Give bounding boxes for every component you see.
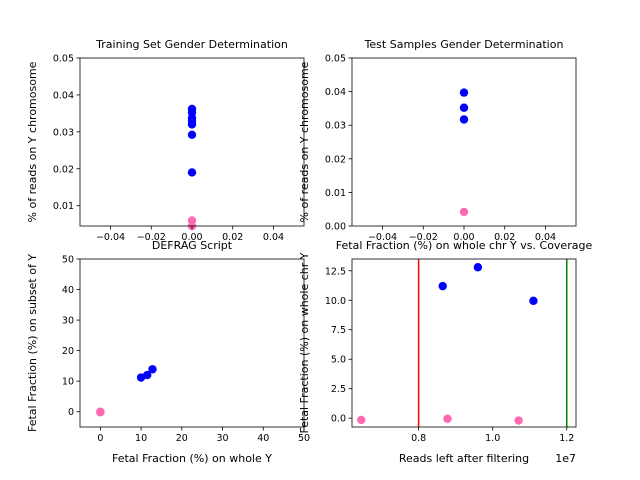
fetal-fraction-coverage-plot: 0.8 1.0 1.2 0.0 2.5 5.0 7.5 10.0 12.5 Fetal Fract… <box>298 239 592 465</box>
x-tick-label: −0.02 <box>409 232 438 243</box>
chart-title: Fetal Fraction (%) on whole chr Y vs. Co… <box>336 239 593 252</box>
y-tick-label: 30 <box>62 316 74 327</box>
x-tick-label: 0.02 <box>222 232 243 243</box>
x-tick-label: 0.04 <box>535 232 556 243</box>
data-point <box>148 365 157 374</box>
y-tick-label: 0.03 <box>53 127 74 138</box>
data-point <box>529 296 538 306</box>
axes-frame <box>79 57 305 227</box>
y-tick-label: 10.0 <box>325 296 346 307</box>
axes-frame <box>351 57 577 227</box>
y-tick-label: 12.5 <box>325 266 346 277</box>
axes-frame <box>351 258 577 428</box>
y-tick-label: 10 <box>62 377 74 388</box>
y-tick-label: 0.05 <box>53 54 74 65</box>
data-point <box>96 408 105 417</box>
x-axis-offset-label: 1e7 <box>555 452 576 465</box>
y-tick-label: 0.04 <box>325 87 346 98</box>
y-axis-label: Fetal Fraction (%) on subset of Y <box>26 254 39 432</box>
data-point <box>143 370 152 380</box>
x-tick-label: 1.2 <box>559 433 574 444</box>
data-point <box>187 130 197 139</box>
x-tick-label: 0.00 <box>181 232 202 243</box>
data-point <box>459 88 469 97</box>
x-tick-label: 0.8 <box>411 433 426 444</box>
y-tick-label: 0.03 <box>325 121 346 132</box>
x-tick-label: 1.0 <box>485 433 500 444</box>
x-tick-label: 0.02 <box>494 232 515 243</box>
data-point <box>443 414 452 423</box>
axes-frame <box>79 258 305 428</box>
y-tick-label: 0.04 <box>53 90 74 101</box>
y-tick-label: 0 <box>68 407 74 418</box>
chart-title: Training Set Gender Determination <box>95 38 288 51</box>
y-axis-label: Fetal Fraction (%) on whole chr Y <box>298 252 311 433</box>
x-tick-label: 0 <box>97 433 103 444</box>
data-point <box>459 103 469 112</box>
test-samples-plot: −0.04 −0.02 0.00 0.02 0.04 0.00 0.01 0.02 0.03 0.… <box>298 38 577 243</box>
x-axis-label: Fetal Fraction (%) on whole Y <box>112 452 272 465</box>
y-axis-label: % of reads on Y chromosome <box>298 61 311 222</box>
y-tick-label: 0.02 <box>53 164 74 175</box>
data-point <box>459 115 469 124</box>
x-tick-label: 40 <box>257 433 269 444</box>
data-point <box>187 120 197 129</box>
y-tick-label: 0.00 <box>325 222 346 233</box>
y-tick-label: 0.01 <box>53 201 74 212</box>
x-tick-label: 0.00 <box>453 232 474 243</box>
x-axis-label: Reads left after filtering <box>399 452 529 465</box>
y-tick-label: 5.0 <box>331 355 346 366</box>
data-point <box>459 207 469 217</box>
data-point <box>438 281 447 291</box>
y-tick-label: 50 <box>62 255 74 266</box>
x-tick-label: −0.04 <box>96 232 125 243</box>
x-tick-label: 20 <box>176 433 188 444</box>
data-point <box>514 416 523 425</box>
y-tick-label: 40 <box>62 285 74 296</box>
x-tick-label: −0.04 <box>368 232 397 243</box>
data-point <box>357 415 366 425</box>
y-axis-label: % of reads on Y chromosome <box>26 61 39 222</box>
y-tick-label: 0.01 <box>325 188 346 199</box>
chart-title: DEFRAG Script <box>152 239 233 252</box>
y-tick-label: 0.05 <box>325 54 346 65</box>
x-tick-label: −0.02 <box>137 232 166 243</box>
training-set-plot: −0.04 −0.02 0.00 0.02 0.04 0.01 0.02 0.03 0.04 0.… <box>26 38 305 243</box>
data-point <box>187 168 197 177</box>
defrag-script-plot: 0 10 20 30 40 50 0 10 20 30 40 50 DEFRAG Script Fetal… <box>26 239 310 465</box>
y-tick-label: 7.5 <box>331 325 346 336</box>
chart-title: Test Samples Gender Determination <box>364 38 564 51</box>
x-tick-label: 0.04 <box>263 232 284 243</box>
y-tick-label: 20 <box>62 346 74 357</box>
y-tick-label: 0.02 <box>325 154 346 165</box>
y-tick-label: 0.0 <box>331 414 346 425</box>
x-tick-label: 50 <box>298 433 310 444</box>
data-point <box>473 263 483 272</box>
x-tick-label: 30 <box>216 433 228 444</box>
x-tick-label: 10 <box>135 433 147 444</box>
y-tick-label: 2.5 <box>331 384 346 395</box>
